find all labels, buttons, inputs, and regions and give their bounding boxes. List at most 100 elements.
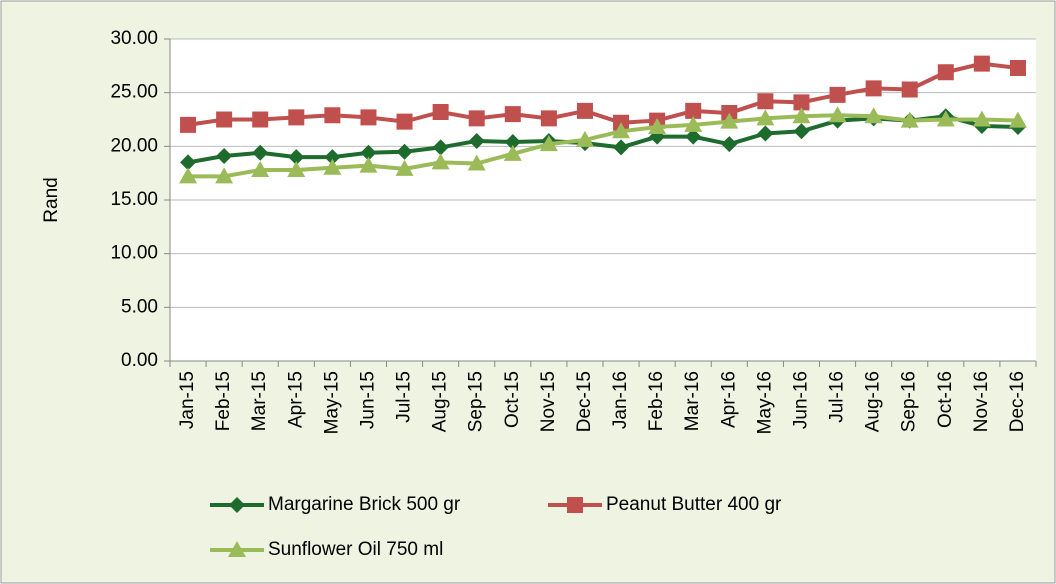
marker xyxy=(359,156,378,173)
x-tick-label: Sep-16 xyxy=(899,371,920,432)
marker xyxy=(721,136,738,153)
marker xyxy=(504,134,521,151)
marker xyxy=(937,64,954,81)
marker xyxy=(757,93,774,110)
y-tick-label: 5.00 xyxy=(121,296,158,317)
marker xyxy=(1009,59,1026,76)
marker xyxy=(216,111,233,128)
marker xyxy=(756,109,775,126)
marker xyxy=(865,80,882,97)
marker xyxy=(936,110,955,127)
x-tick-label: Jan-16 xyxy=(610,371,631,429)
x-tick-label: Oct-15 xyxy=(502,371,523,428)
x-tick-label: Feb-16 xyxy=(646,371,667,431)
marker xyxy=(396,143,413,160)
marker xyxy=(179,167,198,184)
x-tick-label: Dec-16 xyxy=(1007,371,1028,432)
series-line xyxy=(188,113,1019,179)
marker xyxy=(792,107,811,124)
marker xyxy=(251,160,270,177)
x-tick-label: Jul-15 xyxy=(394,371,415,423)
marker xyxy=(252,144,269,161)
legend-label: Peanut Butter 400 gr xyxy=(606,494,782,515)
marker xyxy=(972,110,991,127)
marker xyxy=(648,118,667,135)
marker xyxy=(864,107,883,124)
marker xyxy=(396,113,413,130)
marker xyxy=(360,144,377,161)
x-tick-label: Mar-15 xyxy=(249,371,270,431)
marker xyxy=(324,107,341,124)
marker xyxy=(360,109,377,126)
marker xyxy=(324,149,341,166)
x-tick-label: Nov-15 xyxy=(538,371,559,432)
marker xyxy=(288,109,305,126)
y-tick-label: 15.00 xyxy=(110,189,158,210)
marker xyxy=(828,106,847,123)
x-tick-label: Jun-16 xyxy=(790,371,811,429)
marker xyxy=(540,110,557,127)
y-tick-label: 30.00 xyxy=(110,28,158,49)
legend-label: Sunflower Oil 750 ml xyxy=(268,539,443,560)
marker xyxy=(567,497,583,513)
marker xyxy=(685,128,702,145)
marker xyxy=(467,154,486,171)
marker xyxy=(287,160,306,177)
x-tick-label: May-15 xyxy=(321,371,342,434)
marker xyxy=(431,153,450,170)
marker xyxy=(216,147,233,164)
marker xyxy=(432,139,449,156)
marker xyxy=(180,154,197,171)
marker xyxy=(180,116,197,133)
x-tick-label: Aug-15 xyxy=(430,371,451,432)
marker xyxy=(612,122,631,139)
marker xyxy=(973,55,990,72)
x-tick-label: Sep-15 xyxy=(466,371,487,432)
x-tick-label: May-16 xyxy=(754,371,775,434)
x-tick-label: Jul-16 xyxy=(827,371,848,423)
marker xyxy=(432,103,449,120)
x-tick-label: Aug-16 xyxy=(863,371,884,432)
marker xyxy=(793,94,810,111)
marker xyxy=(757,125,774,142)
x-tick-label: Feb-15 xyxy=(213,371,234,431)
y-tick-label: 25.00 xyxy=(110,82,158,103)
marker xyxy=(575,130,594,147)
marker xyxy=(684,115,703,132)
x-tick-label: Jan-15 xyxy=(177,371,198,429)
marker xyxy=(215,167,234,184)
marker xyxy=(829,86,846,103)
marker xyxy=(539,135,558,152)
x-tick-label: Oct-16 xyxy=(935,371,956,428)
x-tick-label: Apr-15 xyxy=(285,371,306,428)
y-tick-label: 20.00 xyxy=(110,135,158,156)
marker xyxy=(793,123,810,140)
marker xyxy=(468,132,485,149)
marker xyxy=(228,541,246,557)
y-axis-label: Rand xyxy=(41,177,62,222)
x-tick-label: Nov-16 xyxy=(971,371,992,432)
y-tick-label: 10.00 xyxy=(110,243,158,264)
marker xyxy=(323,158,342,175)
marker xyxy=(504,106,521,123)
marker xyxy=(395,159,414,176)
x-tick-label: Jun-15 xyxy=(357,371,378,429)
y-tick-label: 0.00 xyxy=(121,350,158,371)
marker xyxy=(1008,111,1027,128)
marker xyxy=(900,111,919,128)
marker xyxy=(288,149,305,166)
marker xyxy=(685,102,702,119)
legend-label: Margarine Brick 500 gr xyxy=(268,494,461,515)
marker xyxy=(576,102,593,119)
x-tick-label: Apr-16 xyxy=(718,371,739,428)
marker xyxy=(468,110,485,127)
marker xyxy=(229,497,245,513)
x-tick-label: Dec-15 xyxy=(574,371,595,432)
marker xyxy=(613,139,630,156)
marker xyxy=(503,144,522,161)
x-tick-label: Mar-16 xyxy=(682,371,703,431)
marker xyxy=(901,81,918,98)
marker xyxy=(252,111,269,128)
marker xyxy=(720,112,739,129)
